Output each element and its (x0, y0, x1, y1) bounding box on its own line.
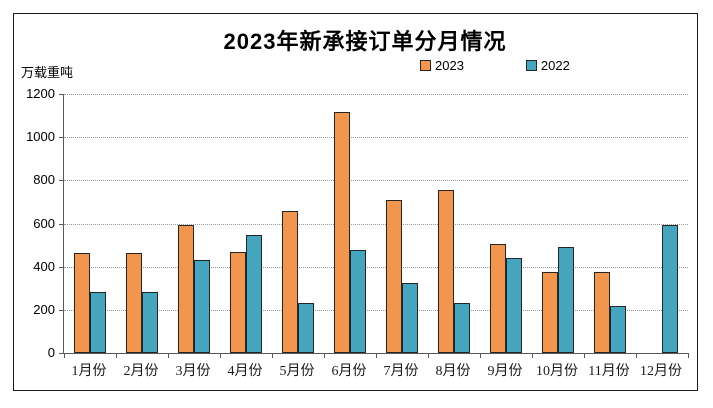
bar-2022-8月份 (454, 303, 470, 353)
bar-2022-2月份 (142, 292, 158, 353)
bar-2022-9月份 (506, 257, 522, 353)
bar-2023-9月份 (490, 244, 506, 353)
y-tick-label: 1000 (26, 129, 55, 145)
bar-2023-2月份 (126, 252, 142, 353)
y-tick-label: 800 (33, 172, 55, 188)
x-axis-tick (532, 353, 533, 358)
bar-2023-3月份 (178, 225, 194, 353)
x-tick-label: 5月份 (279, 364, 315, 379)
chart-title: 2023年新承接订单分月情况 (223, 29, 507, 54)
y-axis-tick (59, 266, 64, 268)
bar-2023-11月份 (594, 271, 610, 353)
bar-2023-1月份 (74, 253, 90, 353)
x-axis-tick (428, 353, 429, 358)
bar-2023-7月份 (386, 200, 402, 353)
y-tick-label: 0 (47, 345, 55, 360)
bar-2022-10月份 (558, 246, 574, 353)
bar-2023-10月份 (542, 272, 558, 353)
x-axis-tick (64, 353, 65, 358)
x-tick-label: 3月份 (175, 364, 211, 379)
x-tick-label: 1月份 (71, 364, 107, 379)
x-tick-label: 11月份 (588, 364, 630, 379)
x-tick-label: 2月份 (123, 364, 159, 379)
legend-item-2023: 2023 (420, 58, 464, 73)
y-axis-tick (59, 309, 64, 311)
x-tick-label: 4月份 (227, 364, 263, 379)
bar-2023-6月份 (334, 111, 350, 353)
x-axis-tick (272, 353, 273, 358)
x-axis-tick (688, 353, 689, 358)
legend: 2023 2022 (420, 58, 570, 73)
x-tick-label: 8月份 (435, 364, 471, 379)
x-tick-label: 7月份 (383, 364, 419, 379)
gridline (64, 266, 688, 268)
gridline (64, 137, 688, 139)
x-axis-tick (636, 353, 637, 358)
bar-2022-12月份 (662, 225, 678, 353)
y-axis-tick (59, 180, 64, 182)
y-axis-tick (59, 137, 64, 139)
x-tick-label: 6月份 (331, 364, 367, 379)
gridline (64, 309, 688, 311)
bar-2022-4月份 (246, 234, 262, 353)
bar-2022-6月份 (350, 250, 366, 353)
y-tick-label: 200 (33, 301, 55, 317)
y-tick-label: 1200 (26, 86, 55, 101)
x-tick-label: 9月份 (487, 364, 523, 379)
bar-2023-8月份 (438, 189, 454, 353)
x-axis-tick (324, 353, 325, 358)
y-tick-label: 600 (33, 215, 55, 231)
gridline (64, 223, 688, 225)
x-axis-tick (376, 353, 377, 358)
bar-2023-5月份 (282, 210, 298, 353)
x-axis-tick (480, 353, 481, 358)
bar-2022-1月份 (90, 291, 106, 353)
x-tick-label: 10月份 (536, 364, 578, 379)
x-axis-tick (220, 353, 221, 358)
legend-swatch-icon (525, 60, 537, 71)
gridline (64, 180, 688, 182)
y-axis-unit-label: 万载重吨 (21, 65, 74, 80)
x-axis-tick (584, 353, 585, 358)
bar-2022-5月份 (298, 303, 314, 353)
bar-2023-4月份 (230, 252, 246, 353)
x-axis-tick (168, 353, 169, 358)
plot-area (59, 94, 689, 358)
bar-2022-11月份 (610, 305, 626, 353)
bar-2022-3月份 (194, 260, 210, 353)
gridline (64, 94, 688, 95)
x-axis-tick (116, 353, 117, 358)
legend-item-2022: 2022 (525, 58, 570, 73)
y-axis-tick (59, 223, 64, 225)
x-tick-label: 12月份 (640, 364, 682, 379)
bar-2022-7月份 (402, 282, 418, 353)
legend-swatch-icon (420, 60, 431, 71)
y-tick-label: 400 (33, 258, 55, 274)
legend-label: 2022 (540, 58, 570, 73)
legend-label: 2023 (435, 58, 464, 73)
y-axis-tick (59, 94, 64, 95)
y-axis-tick (59, 353, 64, 354)
